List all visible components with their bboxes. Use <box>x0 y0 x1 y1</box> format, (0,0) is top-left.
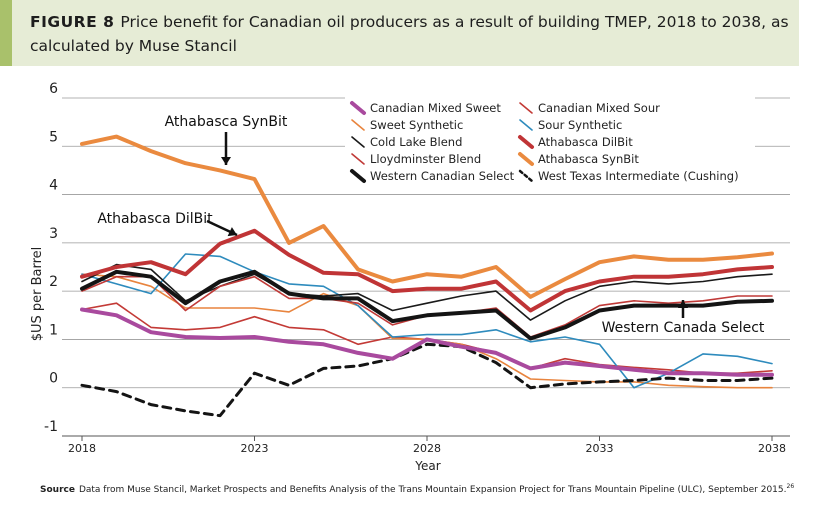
legend-swatch <box>519 119 533 131</box>
legend-swatch <box>351 119 365 131</box>
y-axis-label: $US per Barrel <box>30 247 45 342</box>
y-tick-label: 1 <box>49 322 58 338</box>
source-text: Data from Muse Stancil, Market Prospects… <box>78 485 787 495</box>
y-tick-label: 4 <box>49 178 58 194</box>
x-tick-label: 2023 <box>241 442 269 455</box>
x-axis-label: Year <box>414 459 440 473</box>
legend-label: Western Canadian Select <box>370 169 515 183</box>
figure-label: FIGURE 8 <box>30 13 115 31</box>
annotation-background <box>78 207 232 228</box>
figure-title-text: Price benefit for Canadian oil producers… <box>30 13 789 55</box>
x-tick-label: 2018 <box>68 442 96 455</box>
annotation-background <box>606 316 760 337</box>
series-line-athabasca-dilbit <box>80 228 774 313</box>
legend-swatch <box>350 169 366 183</box>
legend-swatch <box>350 101 366 115</box>
legend-label: Canadian Mixed Sour <box>538 101 660 115</box>
y-tick-label: 6 <box>49 81 58 97</box>
legend-background <box>345 96 755 190</box>
legend-label: Athabasca SynBit <box>538 152 639 166</box>
annotation-label: Athabasca DilBit <box>97 211 213 227</box>
legend-swatch <box>518 135 534 149</box>
chart-grid <box>62 97 790 437</box>
annotation-arrowhead <box>678 300 688 308</box>
y-tick-label: 2 <box>49 274 58 290</box>
annotation-label: Western Canada Select <box>602 320 765 336</box>
figure-title-bar: FIGURE 8 Price benefit for Canadian oil p… <box>0 0 799 66</box>
legend-swatch <box>351 153 365 165</box>
legend-label: Sweet Synthetic <box>370 118 463 132</box>
series-line-canadian-mixed-sweet <box>80 307 774 377</box>
legend-swatch <box>518 152 534 166</box>
series-line-athabasca-synbit <box>80 134 774 299</box>
y-tick-label: 3 <box>49 226 58 242</box>
x-axis-ticks: 2018 2023 2028 2033 2038 <box>68 436 786 455</box>
line-chart: -1 0 1 2 3 4 5 6 2018 2023 2028 2033 2038 $US per B… <box>30 81 790 473</box>
x-tick-label: 2028 <box>413 442 441 455</box>
y-tick-label: -1 <box>44 419 58 435</box>
legend-label: Cold Lake Blend <box>370 135 462 149</box>
x-tick-label: 2033 <box>586 442 614 455</box>
y-tick-label: 0 <box>49 371 58 387</box>
x-tick-label: 2038 <box>758 442 786 455</box>
legend-swatch <box>519 102 533 114</box>
chart-annotations: Athabasca SynBit Athabasca DilBit Western … <box>78 110 765 337</box>
source-footnote: 26 <box>786 483 795 490</box>
legend-swatch <box>351 136 365 148</box>
chart-series <box>80 134 774 418</box>
annotation-background <box>149 110 303 131</box>
legend-label: Athabasca DilBit <box>538 135 633 149</box>
legend-label: Canadian Mixed Sweet <box>370 101 501 115</box>
legend-label: Sour Synthetic <box>538 118 622 132</box>
figure-title: FIGURE 8 Price benefit for Canadian oil p… <box>30 10 800 58</box>
annotation-arrowhead <box>227 227 237 237</box>
y-axis-ticks: -1 0 1 2 3 4 5 6 <box>44 81 58 435</box>
chart-legend: Canadian Mixed Sweet Canadian Mixed Sour S… <box>345 96 755 190</box>
series-line-west-texas-intermediate-cushing <box>80 342 774 418</box>
series-line-western-canadian-select <box>80 269 774 341</box>
legend-label: Lloydminster Blend <box>370 152 481 166</box>
legend-swatch <box>518 169 534 183</box>
annotation-label: Athabasca SynBit <box>165 114 288 130</box>
y-tick-label: 5 <box>49 129 58 145</box>
source-note: Source Data from Muse Stancil, Market Pro… <box>40 483 794 495</box>
source-label: Source <box>40 485 75 495</box>
legend-label: West Texas Intermediate (Cushing) <box>538 169 739 183</box>
annotation-arrowhead <box>221 157 231 165</box>
